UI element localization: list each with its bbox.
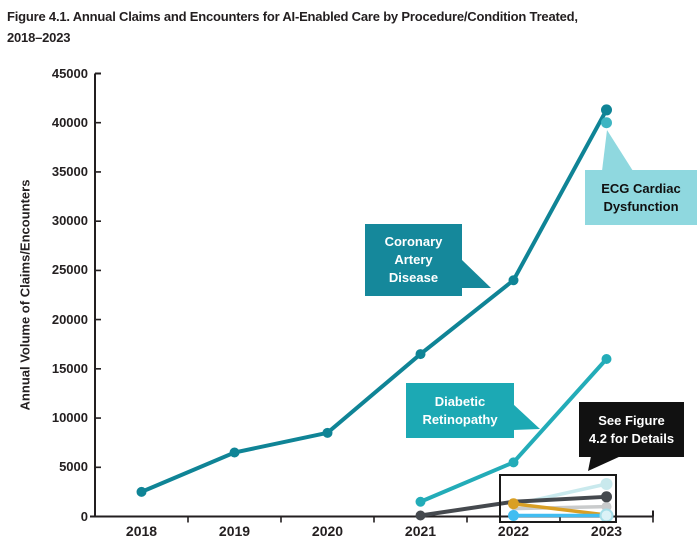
series-dot-coronary-artery-disease-2020 bbox=[322, 427, 333, 438]
y-tick-label-20000: 20000 bbox=[51, 311, 88, 327]
callout-coronary-artery-disease: Coronary Artery Disease bbox=[365, 224, 462, 296]
callout-pointer-coronary-artery-disease bbox=[462, 260, 491, 288]
series-dot-diabetic-retinopathy-2023 bbox=[601, 353, 612, 364]
series-dot-coronary-artery-disease-2022 bbox=[508, 275, 519, 286]
callout-ecg-line-2: Dysfunction bbox=[603, 198, 679, 214]
x-tick-label-2021: 2021 bbox=[404, 523, 437, 539]
x-tick-label-2023: 2023 bbox=[590, 523, 623, 539]
callout-pointer-see-figure-4-2 bbox=[588, 456, 621, 471]
figure-title: Figure 4.1. Annual Claims and Encounters… bbox=[7, 6, 695, 48]
figure-4-2-detail-box bbox=[499, 474, 617, 523]
callout-see-figure-line-1: See Figure bbox=[598, 412, 665, 428]
series-dot-detail-series-dark-gray-see-figure-4-2-2021 bbox=[415, 510, 426, 521]
y-tick-label-5000: 5000 bbox=[59, 459, 88, 475]
x-tick-label-2018: 2018 bbox=[125, 523, 158, 539]
y-tick-label-45000: 45000 bbox=[51, 65, 88, 81]
callout-diabetic-retinopathy: Diabetic Retinopathy bbox=[406, 383, 514, 438]
callout-diabetic-line-1: Diabetic bbox=[434, 393, 486, 409]
y-tick-label-0: 0 bbox=[80, 508, 88, 524]
y-tick-label-30000: 30000 bbox=[51, 213, 88, 229]
series-dot-coronary-artery-disease-2019 bbox=[229, 447, 240, 458]
callout-ecg-line-1: ECG Cardiac bbox=[601, 180, 681, 196]
figure-title-line-1: Figure 4.1. Annual Claims and Encounters… bbox=[7, 9, 578, 24]
y-tick-label-25000: 25000 bbox=[51, 262, 88, 278]
series-dot-detail-series-dark-gray-see-figure-4-2-2023 bbox=[601, 491, 612, 503]
callout-pointer-diabetic-retinopathy bbox=[513, 404, 540, 430]
callout-coronary-line-1: Coronary bbox=[384, 234, 443, 249]
y-tick-label-40000: 40000 bbox=[51, 114, 88, 130]
series-dot-coronary-artery-disease-2018 bbox=[136, 486, 147, 497]
figure-title-line-2: 2018–2023 bbox=[7, 30, 71, 45]
y-tick-label-10000: 10000 bbox=[51, 410, 88, 426]
y-tick-label-15000: 15000 bbox=[51, 360, 88, 376]
y-axis-title: Annual Volume of Claims/Encounters bbox=[17, 179, 33, 411]
series-dot-detail-series-bright-blue-see-figure-4-2-2022 bbox=[508, 510, 519, 522]
callout-see-figure-4-2: See Figure 4.2 for Details bbox=[579, 402, 684, 457]
callout-pointer-ecg-cardiac-dysfunction bbox=[602, 130, 633, 171]
series-dot-coronary-artery-disease-2021 bbox=[415, 349, 426, 360]
series-dot-detail-series-pale-cyan-see-figure-4-2-2023 bbox=[600, 478, 613, 491]
series-line-detail-series-orange-see-figure-4-2 bbox=[511, 501, 609, 517]
x-tick-label-2019: 2019 bbox=[218, 523, 251, 539]
callout-ecg-cardiac-dysfunction: ECG Cardiac Dysfunction bbox=[585, 170, 697, 225]
series-dot-coronary-artery-disease-2023 bbox=[601, 104, 612, 116]
y-tick-label-35000: 35000 bbox=[51, 163, 88, 179]
series-dot-ecg-cardiac-dysfunction-2023 bbox=[601, 117, 612, 129]
axes bbox=[90, 72, 654, 518]
axis-ticks bbox=[95, 121, 654, 523]
callout-diabetic-line-2: Retinopathy bbox=[422, 411, 498, 427]
series-line-coronary-artery-disease bbox=[139, 107, 609, 494]
series-dot-diabetic-retinopathy-2022 bbox=[508, 457, 519, 468]
x-tick-label-2022: 2022 bbox=[497, 523, 530, 539]
callout-see-figure-line-2: 4.2 for Details bbox=[588, 430, 675, 446]
series-dot-diabetic-retinopathy-2021 bbox=[415, 496, 426, 507]
series-dot-detail-series-orange-see-figure-4-2-2022 bbox=[508, 498, 519, 510]
callout-coronary-line-3: Disease bbox=[388, 270, 439, 285]
x-tick-label-2020: 2020 bbox=[311, 523, 344, 539]
callout-coronary-line-2: Artery bbox=[394, 252, 433, 267]
